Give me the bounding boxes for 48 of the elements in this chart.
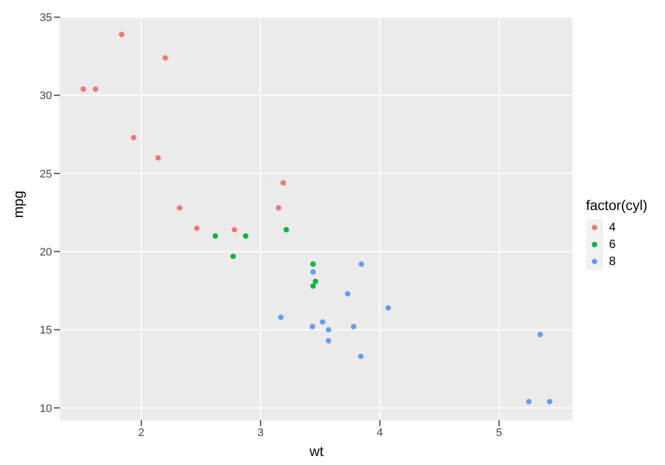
point bbox=[326, 338, 332, 344]
point bbox=[350, 324, 356, 330]
y-tick-label: 30 bbox=[40, 90, 52, 102]
point bbox=[326, 327, 332, 332]
point bbox=[385, 305, 391, 311]
point bbox=[358, 261, 364, 267]
point bbox=[276, 205, 282, 211]
legend-title: factor(cyl) bbox=[586, 196, 648, 212]
point bbox=[320, 319, 326, 325]
point bbox=[118, 32, 124, 38]
x-tick-label: 2 bbox=[138, 426, 144, 439]
x-axis-title: wt bbox=[308, 443, 324, 459]
point bbox=[212, 233, 218, 239]
point bbox=[230, 254, 236, 259]
y-axis-title: mpg bbox=[10, 190, 26, 218]
point bbox=[310, 324, 316, 330]
point bbox=[130, 134, 136, 140]
legend-label: 8 bbox=[609, 254, 616, 268]
point bbox=[310, 283, 316, 289]
y-tick-label: 25 bbox=[40, 168, 52, 180]
y-tick-label: 20 bbox=[40, 246, 52, 259]
x-tick-label: 3 bbox=[258, 426, 264, 439]
point bbox=[194, 225, 200, 231]
x-tick-label: 4 bbox=[376, 426, 383, 439]
point bbox=[526, 398, 532, 404]
point bbox=[344, 291, 350, 296]
point bbox=[92, 86, 98, 92]
point bbox=[278, 314, 284, 320]
legend-label: 4 bbox=[609, 220, 616, 234]
point bbox=[310, 269, 316, 275]
point bbox=[155, 155, 161, 161]
point bbox=[310, 261, 316, 267]
x-tick-label: 5 bbox=[496, 426, 502, 439]
point bbox=[284, 227, 289, 232]
legend-label: 6 bbox=[609, 237, 616, 251]
y-tick-label: 15 bbox=[40, 324, 52, 337]
point bbox=[162, 55, 168, 61]
y-tick-label: 10 bbox=[40, 402, 52, 415]
point bbox=[312, 278, 318, 284]
point bbox=[280, 180, 286, 186]
point bbox=[176, 205, 182, 211]
point bbox=[358, 354, 364, 360]
point bbox=[546, 398, 552, 404]
point bbox=[232, 227, 238, 232]
point bbox=[242, 233, 248, 239]
point bbox=[538, 332, 543, 338]
point bbox=[80, 86, 86, 92]
y-tick-label: 35 bbox=[40, 12, 52, 24]
